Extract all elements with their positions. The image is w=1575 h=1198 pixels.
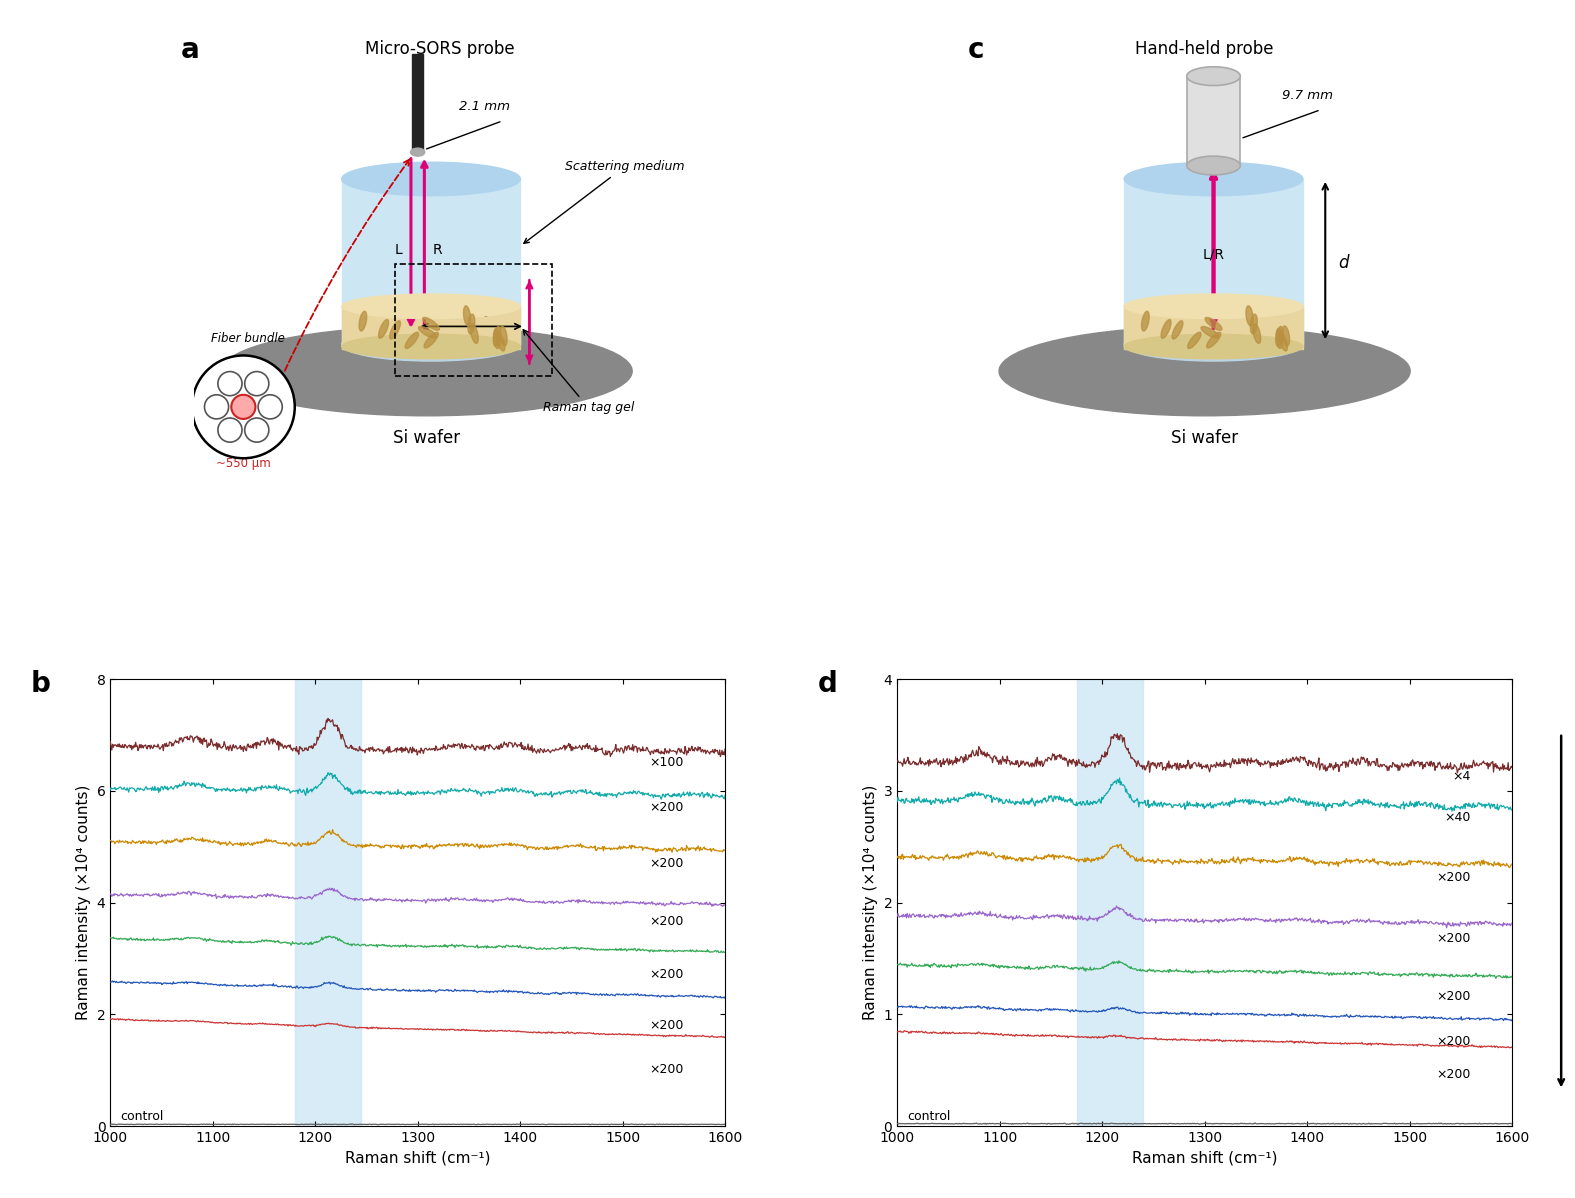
Circle shape <box>217 418 243 442</box>
Text: Si wafer: Si wafer <box>394 429 460 447</box>
Ellipse shape <box>499 326 507 346</box>
Circle shape <box>192 356 295 459</box>
Ellipse shape <box>1125 294 1303 319</box>
Ellipse shape <box>1279 332 1287 351</box>
Text: R: R <box>433 243 443 258</box>
Bar <box>411 54 424 152</box>
Ellipse shape <box>342 162 520 195</box>
Ellipse shape <box>419 327 436 338</box>
Text: Scattering medium: Scattering medium <box>524 161 685 243</box>
X-axis label: Raman shift (cm⁻¹): Raman shift (cm⁻¹) <box>345 1150 490 1166</box>
Text: ×200: ×200 <box>650 857 684 870</box>
Ellipse shape <box>342 294 520 319</box>
Ellipse shape <box>1205 317 1222 331</box>
Bar <box>1077 679 1143 1126</box>
Ellipse shape <box>1252 323 1260 344</box>
Ellipse shape <box>463 305 471 326</box>
Text: control: control <box>907 1111 951 1124</box>
Ellipse shape <box>422 317 439 331</box>
Ellipse shape <box>496 332 506 351</box>
Ellipse shape <box>1125 334 1303 359</box>
Polygon shape <box>342 307 520 349</box>
Ellipse shape <box>342 327 520 361</box>
Ellipse shape <box>411 149 425 156</box>
Text: 2.1 mm: 2.1 mm <box>460 99 510 113</box>
Polygon shape <box>1125 307 1303 349</box>
X-axis label: Raman shift (cm⁻¹): Raman shift (cm⁻¹) <box>1132 1150 1277 1166</box>
Ellipse shape <box>405 332 419 349</box>
Text: L: L <box>395 243 403 258</box>
Text: ×200: ×200 <box>1436 1035 1471 1048</box>
Ellipse shape <box>1142 311 1150 331</box>
Ellipse shape <box>1188 332 1202 349</box>
Text: 9.7 mm: 9.7 mm <box>1282 89 1332 102</box>
Text: ×200: ×200 <box>650 968 684 981</box>
Text: Raman tag gel: Raman tag gel <box>523 329 635 415</box>
Ellipse shape <box>221 326 632 416</box>
Y-axis label: Raman intensity (×10⁴ counts): Raman intensity (×10⁴ counts) <box>76 785 91 1021</box>
Text: a: a <box>181 36 200 63</box>
Text: ×200: ×200 <box>650 1018 684 1031</box>
Polygon shape <box>1125 179 1303 344</box>
Circle shape <box>244 371 269 395</box>
Ellipse shape <box>1186 156 1241 175</box>
Text: ×40: ×40 <box>1444 811 1471 824</box>
Bar <box>395 264 551 376</box>
Text: ×100: ×100 <box>650 756 684 769</box>
Ellipse shape <box>468 314 474 334</box>
Text: offset: offset <box>455 308 488 321</box>
Y-axis label: Raman intensity (×10⁴ counts): Raman intensity (×10⁴ counts) <box>863 785 877 1021</box>
Circle shape <box>258 395 282 419</box>
Ellipse shape <box>999 326 1410 416</box>
Text: ×200: ×200 <box>650 800 684 813</box>
Ellipse shape <box>1186 67 1241 85</box>
Ellipse shape <box>1206 332 1221 347</box>
Ellipse shape <box>1172 321 1183 339</box>
Ellipse shape <box>1251 314 1257 334</box>
Text: b: b <box>30 671 50 698</box>
Text: Fiber bundle: Fiber bundle <box>211 332 285 345</box>
Ellipse shape <box>342 334 520 359</box>
Ellipse shape <box>1202 327 1219 338</box>
Text: Si wafer: Si wafer <box>1172 429 1238 447</box>
Circle shape <box>232 395 255 419</box>
Polygon shape <box>342 179 520 344</box>
Text: ~550 μm: ~550 μm <box>216 458 271 470</box>
Ellipse shape <box>424 332 438 347</box>
Bar <box>295 679 361 1126</box>
Text: Hand-held probe: Hand-held probe <box>1136 41 1274 59</box>
Text: ×200: ×200 <box>1436 1069 1471 1082</box>
Text: d: d <box>817 671 838 698</box>
Text: d: d <box>1339 254 1350 272</box>
Text: ×200: ×200 <box>1436 991 1471 1003</box>
Ellipse shape <box>1276 326 1284 346</box>
Text: ×4: ×4 <box>1452 770 1471 783</box>
Ellipse shape <box>493 328 501 349</box>
Ellipse shape <box>389 321 400 339</box>
Ellipse shape <box>359 311 367 331</box>
Ellipse shape <box>1246 305 1254 326</box>
Ellipse shape <box>1161 320 1172 338</box>
Text: ×200: ×200 <box>650 1064 684 1077</box>
Circle shape <box>205 395 228 419</box>
Circle shape <box>217 371 243 395</box>
Ellipse shape <box>1125 327 1303 361</box>
Ellipse shape <box>1276 328 1282 349</box>
Ellipse shape <box>1125 162 1303 195</box>
Text: ×200: ×200 <box>650 915 684 928</box>
Ellipse shape <box>378 320 389 338</box>
Ellipse shape <box>1282 326 1290 346</box>
Text: Micro-SORS probe: Micro-SORS probe <box>365 41 515 59</box>
Ellipse shape <box>493 326 501 346</box>
Text: c: c <box>967 36 984 63</box>
Text: ×200: ×200 <box>1436 871 1471 884</box>
Text: L/R: L/R <box>1203 248 1224 262</box>
Circle shape <box>244 418 269 442</box>
Text: control: control <box>121 1111 164 1124</box>
Text: ×200: ×200 <box>1436 932 1471 945</box>
Bar <box>1186 77 1241 165</box>
Ellipse shape <box>471 323 479 344</box>
